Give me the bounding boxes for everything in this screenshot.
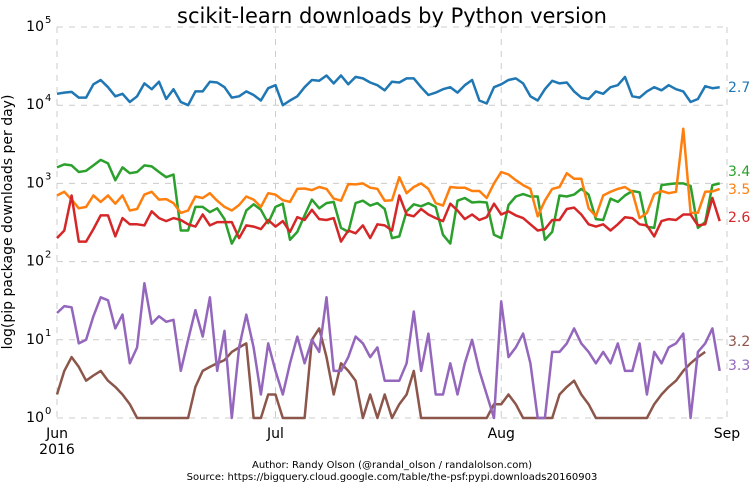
y-tick-label: 10 [26, 332, 44, 348]
y-tick-exponent: 0 [45, 406, 51, 417]
series-label-3-4: 3.4 [728, 164, 750, 180]
series-line-2-7 [56, 74, 720, 107]
y-tick-exponent: 5 [45, 15, 51, 26]
y-tick-exponent: 4 [45, 93, 51, 104]
y-tick-label: 10 [26, 175, 44, 191]
series-label-2-6: 2.6 [728, 210, 750, 226]
y-tick-label: 10 [26, 97, 44, 113]
series-labels: 2.7 3.4 3.5 2.6 3.2 3.3 [728, 80, 750, 374]
series-label-3-5: 3.5 [728, 182, 750, 198]
source-credit: Source: https://bigquery.cloud.google.co… [187, 472, 598, 483]
x-tick-sublabel: 2016 [39, 442, 75, 458]
series-lines [55, 74, 721, 420]
series-line-3-5 [56, 127, 721, 220]
y-tick-exponent: 1 [45, 328, 51, 339]
series-label-3-2: 3.2 [728, 334, 750, 350]
grid [56, 26, 728, 419]
series-line-3-2 [55, 327, 706, 420]
author-credit: Author: Randy Olson (@randal_olson / ran… [252, 460, 532, 471]
series-label-2-7: 2.7 [728, 80, 750, 96]
y-tick-label: 10 [26, 254, 44, 270]
series-line-3-4 [56, 158, 720, 245]
y-tick-label: 10 [26, 19, 44, 35]
x-tick-label: Jun [45, 426, 68, 442]
y-tick-exponent: 3 [45, 171, 51, 182]
y-tick-exponent: 2 [45, 250, 51, 261]
y-tick-label: 10 [26, 410, 44, 426]
x-tick-label: Sep [714, 426, 741, 442]
x-tick-label: Jul [266, 426, 284, 442]
chart-title: scikit-learn downloads by Python version [177, 4, 607, 28]
series-line-3-3 [56, 281, 721, 420]
x-tick-label: Aug [488, 426, 515, 442]
y-axis-label: log(pip package downloads per day) [0, 95, 16, 350]
series-label-3-3: 3.3 [728, 358, 750, 374]
series-line-2-6 [56, 194, 721, 243]
